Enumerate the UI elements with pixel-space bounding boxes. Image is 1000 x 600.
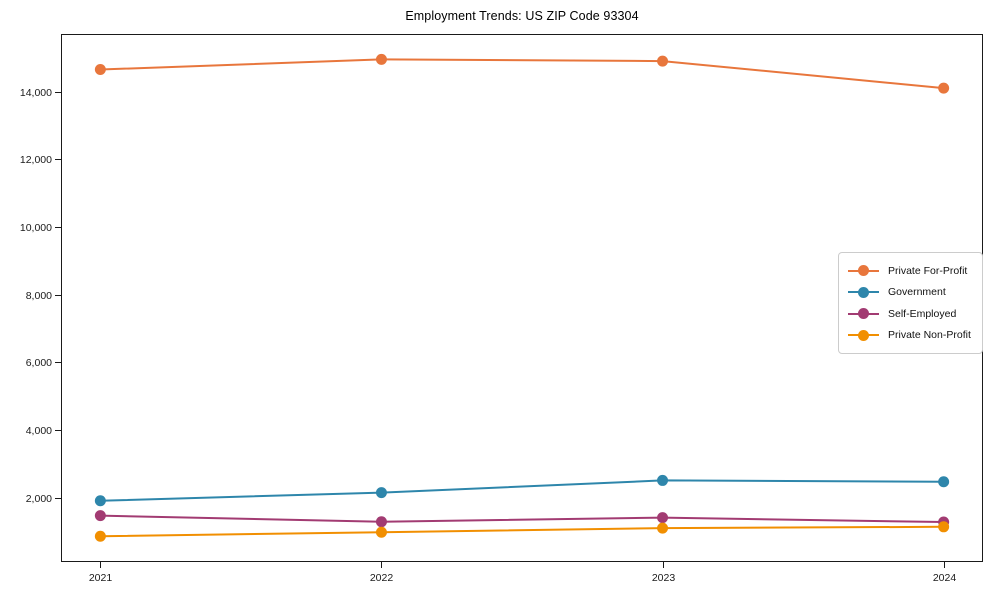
legend-item: Self-Employed	[848, 303, 971, 325]
series-self-employed	[94, 510, 950, 528]
x-tick-label: 2024	[933, 572, 957, 584]
data-point	[375, 53, 387, 65]
legend-marker-dot	[858, 308, 869, 320]
series-line	[99, 58, 945, 90]
data-point	[938, 82, 950, 94]
legend-item: Private For-Profit	[848, 260, 971, 282]
data-point	[375, 516, 387, 528]
series-government	[94, 474, 950, 507]
chart-title: Employment Trends: US ZIP Code 93304	[405, 9, 639, 23]
y-tick-label: 4,000	[26, 425, 52, 437]
y-tick-label: 12,000	[20, 154, 52, 166]
y-tick-label: 8,000	[26, 290, 52, 302]
series-line	[99, 525, 945, 538]
legend-label: Private Non-Profit	[888, 329, 971, 342]
legend: Private For-Profit Government Self-Employe…	[838, 252, 983, 354]
y-tick-label: 2,000	[26, 493, 52, 505]
x-tick-label: 2021	[89, 572, 113, 584]
data-point	[94, 510, 106, 522]
series-private-for-profit	[94, 53, 950, 94]
legend-item: Private Non-Profit	[848, 325, 971, 347]
data-point	[94, 64, 106, 76]
legend-marker-dot	[858, 265, 869, 277]
data-point	[375, 487, 387, 499]
legend-marker-icon	[848, 308, 879, 320]
y-tick-label: 6,000	[26, 357, 52, 369]
data-point	[657, 55, 669, 67]
legend-marker-icon	[848, 329, 879, 341]
legend-marker-dot	[858, 286, 869, 298]
legend-marker-dot	[858, 329, 869, 341]
y-tick-label: 10,000	[20, 222, 52, 234]
series-line	[99, 479, 945, 502]
legend-label: Private For-Profit	[888, 264, 968, 277]
data-point	[938, 476, 950, 488]
legend-marker-icon	[848, 265, 879, 277]
x-tick-label: 2023	[652, 572, 676, 584]
data-point	[657, 512, 669, 524]
data-point	[657, 474, 669, 486]
data-point	[657, 522, 669, 534]
series-line	[99, 514, 945, 524]
data-point	[938, 521, 950, 533]
legend-label: Government	[888, 286, 946, 299]
legend-label: Self-Employed	[888, 307, 957, 320]
data-point	[94, 530, 106, 542]
y-tick-label: 14,000	[20, 87, 52, 99]
legend-item: Government	[848, 282, 971, 304]
data-point	[94, 495, 106, 507]
x-tick-label: 2022	[370, 572, 394, 584]
legend-marker-icon	[848, 286, 879, 298]
series-private-non-profit	[94, 521, 950, 542]
data-point	[375, 526, 387, 538]
